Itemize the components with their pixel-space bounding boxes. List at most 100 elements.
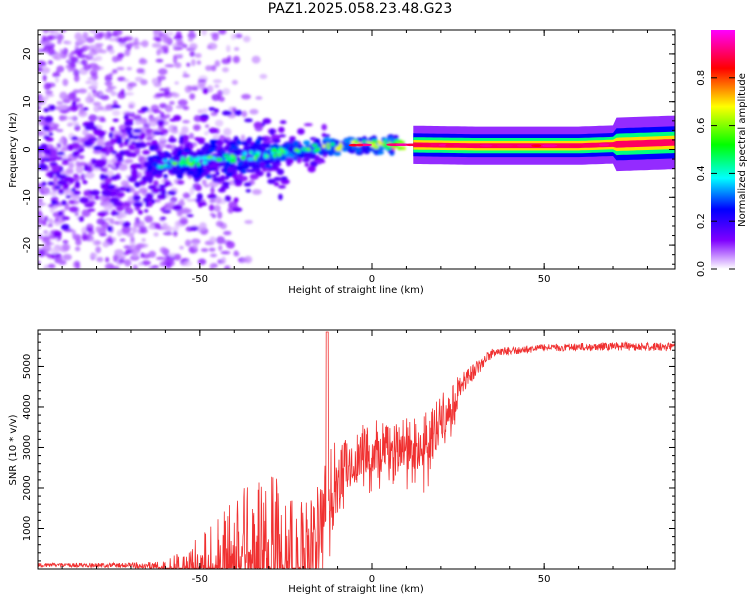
heatmap-noise-cell — [227, 55, 232, 63]
heatmap-noise-cell — [188, 132, 195, 139]
heatmap-noise-blob — [67, 144, 74, 151]
heatmap-noise-blob — [196, 193, 203, 200]
heatmap-noise-blob — [157, 119, 165, 127]
heatmap-noise-cell — [38, 249, 45, 258]
heatmap-band-blob — [183, 149, 190, 153]
heatmap-peak — [355, 143, 364, 147]
heatmap-noise-cell — [43, 264, 49, 269]
heatmap-noise-cell — [85, 171, 95, 179]
heatmap-noise-cell — [38, 47, 42, 52]
heatmap-noise-blob — [74, 181, 81, 189]
heatmap-noise-blob — [56, 151, 65, 156]
heatmap-ridge-spot — [365, 141, 373, 145]
heatmap-noise-blob — [112, 201, 123, 207]
heatmap-noise-cell — [48, 218, 54, 226]
heatmap-noise-cell — [234, 47, 240, 51]
heatmap-noise-cell — [154, 222, 162, 230]
heatmap-noise-cell — [176, 42, 186, 47]
bottom-x-tick-label: -50 — [192, 574, 208, 585]
heatmap-noise-blob — [56, 156, 63, 161]
heatmap-ridge-spot — [240, 155, 246, 161]
heatmap-band-blob — [236, 139, 241, 146]
heatmap-noise-blob — [111, 104, 121, 109]
heatmap-noise-blob — [245, 189, 252, 193]
heatmap-noise-cell — [62, 142, 69, 151]
heatmap-noise-blob — [211, 173, 217, 178]
heatmap-noise-blob — [71, 136, 78, 141]
heatmap-noise-cell — [161, 45, 169, 51]
heatmap-noise-cell — [56, 142, 62, 149]
heatmap-noise-cell — [201, 179, 207, 186]
heatmap-noise-cell — [108, 72, 114, 77]
heatmap-noise-cell — [214, 60, 221, 67]
heatmap-noise-cell — [244, 255, 253, 264]
heatmap-noise-cell — [193, 124, 201, 131]
heatmap-ridge-spot — [284, 150, 289, 154]
heatmap-noise-cell — [140, 79, 148, 86]
heatmap-noise-cell — [206, 45, 213, 50]
heatmap-noise-cell — [123, 78, 130, 83]
heatmap-noise-cell — [210, 111, 218, 117]
heatmap-noise-cell — [163, 177, 169, 182]
heatmap-noise-cell — [252, 189, 262, 195]
heatmap-band-blob — [235, 165, 244, 172]
heatmap-ridge-spot — [270, 147, 277, 153]
heatmap-noise-cell — [73, 74, 80, 82]
heatmap-noise-cell — [54, 52, 62, 61]
heatmap-noise-cell — [85, 36, 95, 43]
heatmap-noise-blob — [42, 145, 48, 152]
heatmap-noise-cell — [189, 51, 196, 57]
heatmap-noise-cell — [72, 89, 80, 94]
heatmap-noise-cell — [147, 225, 155, 230]
heatmap-noise-cell — [116, 229, 123, 237]
heatmap-ridge-spot — [253, 156, 258, 161]
heatmap-noise-cell — [91, 66, 98, 71]
heatmap-noise-blob — [79, 197, 89, 204]
heatmap-noise-cell — [187, 85, 192, 91]
heatmap-band-blob — [187, 170, 194, 176]
heatmap-noise-cell — [105, 88, 114, 93]
heatmap-noise-blob — [164, 180, 172, 186]
heatmap-noise-cell — [182, 192, 191, 199]
heatmap-noise-cell — [78, 155, 85, 160]
heatmap-noise-blob — [162, 210, 172, 214]
heatmap-band-blob — [355, 146, 362, 153]
heatmap-noise-blob — [116, 206, 124, 212]
heatmap-noise-cell — [216, 236, 226, 245]
chart-title: PAZ1.2025.058.23.48.G23 — [267, 1, 453, 17]
heatmap-band-blob — [242, 142, 248, 147]
heatmap-noise-blob — [97, 211, 107, 217]
heatmap-band-blob — [284, 154, 293, 158]
heatmap-peak — [516, 144, 529, 147]
heatmap-noise-cell — [40, 66, 51, 74]
heatmap-noise-blob — [83, 107, 89, 111]
heatmap-ridge-spot — [326, 142, 330, 146]
heatmap-ridge-spot — [215, 157, 223, 162]
heatmap-band-blob — [197, 167, 204, 174]
heatmap-noise-cell — [212, 134, 219, 139]
heatmap-noise-blob — [307, 165, 316, 173]
heatmap-noise-cell — [213, 204, 221, 212]
heatmap-noise-cell — [209, 212, 215, 217]
heatmap-band-blob — [248, 161, 256, 166]
heatmap-noise-cell — [140, 252, 145, 258]
heatmap-noise-blob — [234, 182, 242, 187]
heatmap-ridge-spot — [388, 141, 392, 144]
heatmap-noise-blob — [133, 201, 144, 208]
heatmap-noise-blob — [137, 209, 143, 215]
heatmap-noise-cell — [221, 256, 227, 265]
heatmap-band-blob — [236, 148, 241, 152]
heatmap-noise-blob — [68, 206, 79, 213]
heatmap-noise-cell — [42, 131, 48, 136]
heatmap-noise-cell — [104, 74, 113, 83]
heatmap-ridge-spot — [202, 160, 208, 165]
heatmap-noise-blob — [48, 171, 56, 175]
heatmap-noise-blob — [43, 124, 50, 132]
heatmap-noise-cell — [141, 238, 146, 242]
heatmap-noise-blob — [297, 128, 305, 135]
heatmap-noise-cell — [209, 263, 215, 269]
heatmap-noise-blob — [168, 137, 177, 143]
heatmap-noise-blob — [273, 176, 282, 182]
heatmap-band-blob — [190, 151, 199, 157]
heatmap-noise-blob — [47, 181, 55, 186]
